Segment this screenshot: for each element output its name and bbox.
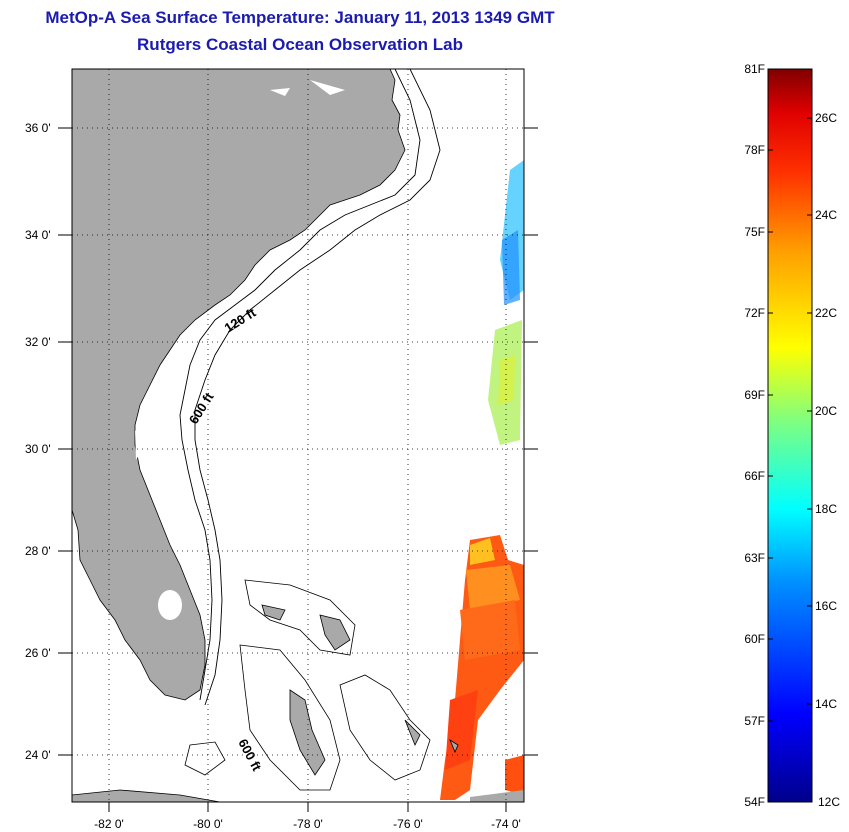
colorbar-c-label-22: 22C bbox=[815, 306, 837, 320]
lon-label-80: -80 0' bbox=[193, 817, 223, 831]
lat-label-28: 28 0' bbox=[25, 544, 51, 558]
contour-600ft bbox=[194, 69, 441, 706]
lat-label-32: 32 0' bbox=[25, 335, 51, 349]
river-inlet bbox=[135, 430, 142, 460]
lon-label-78: -78 0' bbox=[293, 817, 323, 831]
map-panel: 120 ft 600 ft 600 ft bbox=[25, 68, 538, 831]
lat-label-34: 34 0' bbox=[25, 228, 51, 242]
map-title: MetOp-A Sea Surface Temperature: January… bbox=[45, 8, 555, 27]
colorbar-c-label-18: 18C bbox=[815, 502, 837, 516]
colorbar-f-label-54: 54F bbox=[744, 795, 765, 809]
colorbar-f-label-66: 66F bbox=[744, 469, 765, 483]
colorbar-f-label-60: 60F bbox=[744, 632, 765, 646]
contour-120ft bbox=[179, 69, 421, 701]
colorbar-c-label-26: 26C bbox=[815, 111, 837, 125]
colorbar-f-label-81: 81F bbox=[744, 62, 765, 76]
map-subtitle: Rutgers Coastal Ocean Observation Lab bbox=[137, 35, 463, 54]
sst-swath-south bbox=[440, 535, 524, 800]
colorbar-f-label-63: 63F bbox=[744, 551, 765, 565]
sound-inlet bbox=[270, 88, 290, 96]
colorbar-c-label-24: 24C bbox=[815, 208, 837, 222]
lon-label-74: -74 0' bbox=[491, 817, 521, 831]
colorbar-f-label-57: 57F bbox=[744, 714, 765, 728]
map-grid bbox=[72, 69, 524, 802]
bahamas-islands bbox=[261, 604, 459, 776]
colorbar-f-label-69: 69F bbox=[744, 388, 765, 402]
land-southeast-edge bbox=[470, 790, 524, 802]
bahamas-bank-contours bbox=[184, 579, 431, 791]
colorbar-c-label-16: 16C bbox=[815, 599, 837, 613]
colorbar-f-label-78: 78F bbox=[744, 143, 765, 157]
colorbar-f-label-75: 75F bbox=[744, 225, 765, 239]
temperature-colorbar: 81F 78F 75F 72F 69F 66F 63F 60F 57F 54F … bbox=[744, 62, 840, 809]
map-tick-marks bbox=[58, 127, 538, 812]
map-frame bbox=[71, 68, 525, 803]
sound-inlet bbox=[310, 80, 345, 95]
lat-label-36: 36 0' bbox=[25, 121, 51, 135]
colorbar-f-label-72: 72F bbox=[744, 306, 765, 320]
lon-label-76: -76 0' bbox=[393, 817, 423, 831]
lon-label-82: -82 0' bbox=[94, 817, 124, 831]
sst-swath-north bbox=[488, 160, 524, 445]
lat-label-24: 24 0' bbox=[25, 748, 51, 762]
colorbar-ticks bbox=[768, 117, 812, 722]
colorbar-c-label-14: 14C bbox=[815, 697, 837, 711]
colorbar-c-label-12: 12C bbox=[818, 795, 840, 809]
colorbar-c-label-20: 20C bbox=[815, 404, 837, 418]
depth-contours bbox=[179, 69, 441, 706]
land-southeast-us bbox=[72, 69, 406, 701]
colorbar-gradient bbox=[767, 68, 813, 803]
lake-okeechobee bbox=[158, 590, 182, 620]
lat-label-26: 26 0' bbox=[25, 646, 51, 660]
lat-label-30: 30 0' bbox=[25, 442, 51, 456]
